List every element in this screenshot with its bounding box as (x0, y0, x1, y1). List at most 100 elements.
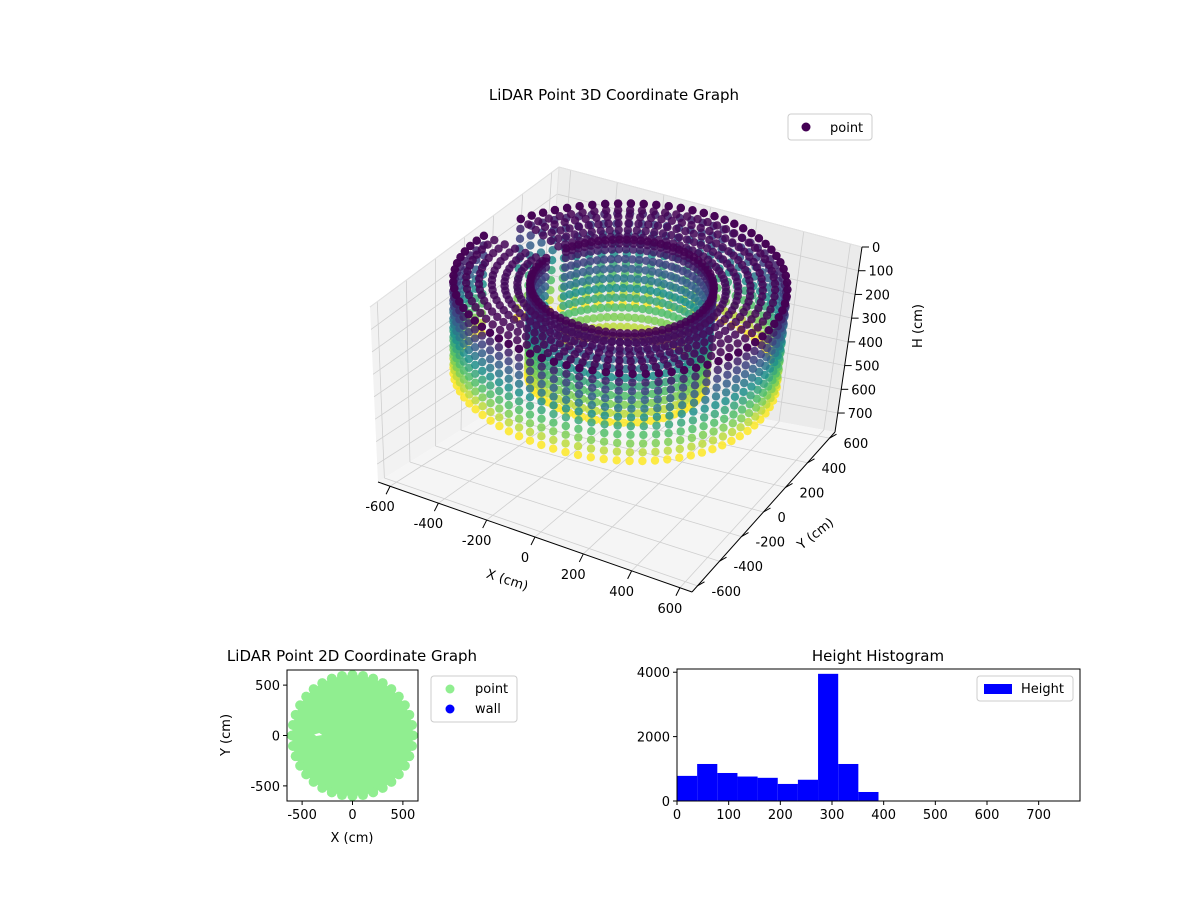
point-3d (716, 348, 725, 357)
point-3d (516, 224, 525, 234)
point-3d (675, 453, 684, 462)
point-3d (549, 435, 558, 445)
point-3d (703, 217, 712, 227)
point-3d (740, 370, 750, 379)
point-3d (602, 206, 611, 215)
point-3d (664, 324, 673, 333)
point-3d (676, 436, 685, 445)
point-3d (651, 362, 661, 372)
point-2d (377, 678, 388, 689)
point-3d (555, 212, 564, 221)
point-3d (546, 236, 556, 246)
point-3d (637, 328, 647, 338)
point-3d (677, 418, 686, 427)
point-3d (672, 224, 681, 234)
point-3d (622, 235, 631, 244)
point-3d (650, 456, 660, 465)
point-3d (631, 304, 640, 313)
point-3d (499, 317, 508, 327)
point-3d (716, 339, 725, 348)
point-3d (549, 344, 559, 353)
point-3d (731, 383, 740, 393)
point-3d (705, 235, 714, 245)
point-3d (686, 357, 695, 367)
point-3d (729, 410, 738, 419)
chart-2d-legend-point-marker (445, 684, 455, 694)
histogram-bar (757, 777, 778, 801)
point-3d (537, 388, 546, 397)
histogram-bar (737, 776, 758, 801)
chart-2d-legend-point-label: point (475, 682, 508, 697)
point-3d (590, 304, 599, 313)
point-3d (708, 445, 717, 454)
point-3d (524, 220, 533, 229)
point-3d (679, 374, 688, 384)
point-3d (586, 435, 596, 445)
point-3d (639, 285, 649, 294)
point-3d (758, 332, 767, 341)
point-3d (504, 374, 513, 383)
point-2d (337, 670, 348, 681)
point-3d (755, 358, 765, 368)
point-3d (664, 202, 673, 211)
point-3d (744, 417, 753, 427)
point-3d (722, 379, 731, 388)
point-3d (525, 349, 535, 358)
point-3d (747, 315, 756, 324)
histogram-frame (676, 668, 1081, 802)
pane-floor (378, 378, 835, 592)
point-3d (741, 334, 750, 343)
point-3d (761, 239, 770, 249)
point-3d (570, 336, 579, 346)
point-3d (562, 387, 571, 396)
point-3d (537, 371, 546, 380)
point-3d (587, 392, 597, 401)
point-3d (588, 374, 597, 384)
point-3d (655, 259, 664, 268)
point-3d (644, 328, 654, 337)
point-3d (588, 200, 597, 210)
point-3d (613, 199, 623, 208)
point-3d (768, 298, 778, 308)
point-3d (514, 432, 524, 441)
point-3d (623, 313, 633, 322)
point-3d (713, 230, 722, 239)
point-3d (641, 369, 650, 379)
point-3d (561, 334, 571, 343)
z-axis-line (834, 246, 863, 433)
point-3d (730, 219, 739, 228)
point-3d (630, 313, 640, 323)
point-2d (287, 730, 298, 741)
point-3d (626, 284, 635, 293)
point-3d (644, 220, 653, 229)
point-3d (614, 212, 623, 221)
point-3d (610, 312, 619, 322)
point-3d (726, 322, 735, 331)
point-3d (525, 375, 535, 384)
point-3d (767, 266, 776, 276)
point-3d (530, 328, 539, 337)
chart-3d-zlabel: H (cm) (911, 304, 926, 348)
z-tick-label: 400 (858, 336, 883, 351)
point-3d (638, 439, 648, 448)
point-3d (575, 202, 584, 211)
point-3d (603, 212, 612, 222)
point-3d (525, 393, 535, 402)
point-3d (578, 267, 588, 277)
point-3d (486, 390, 495, 399)
point-2d (386, 776, 397, 787)
histogram-x-tick-label: 300 (820, 808, 845, 823)
point-3d (696, 223, 705, 233)
point-3d (749, 355, 758, 365)
point-3d (782, 292, 791, 301)
point-3d (493, 312, 502, 322)
point-3d (574, 416, 583, 425)
x-tick-mark (578, 553, 584, 563)
chart-3d-axes: -600 -400 -200 0 200 400 600 -600 -400 -200 0 200 40… (365, 241, 893, 617)
point-3d (679, 366, 689, 375)
point-3d (592, 256, 602, 265)
point-3d (660, 208, 670, 217)
point-3d (644, 305, 654, 315)
point-3d (636, 236, 645, 245)
point-3d (601, 385, 610, 394)
